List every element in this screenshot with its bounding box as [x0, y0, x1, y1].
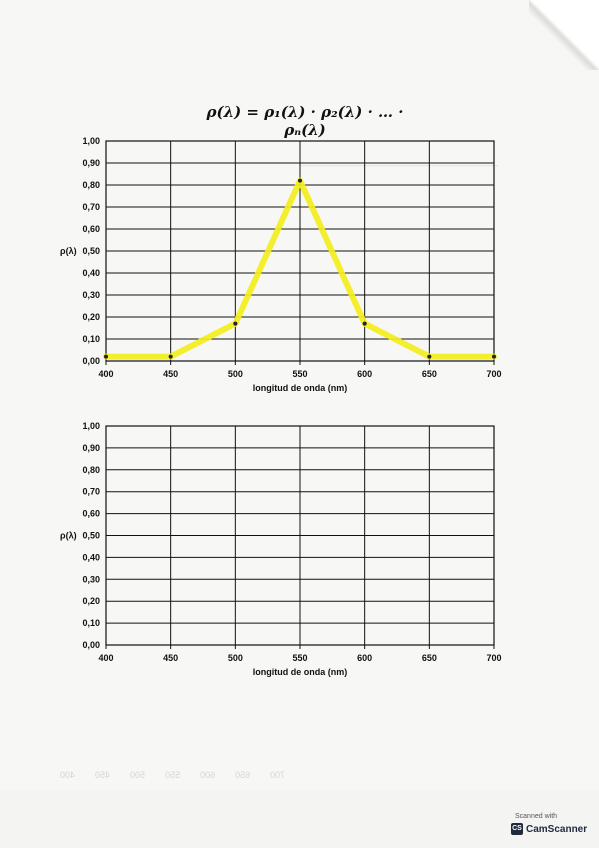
data-point — [362, 321, 367, 326]
camscanner-icon: CS — [511, 823, 523, 835]
y-tick-label: 0,60 — [82, 224, 100, 234]
chart-top: 0,00 0,10 0,20 0,30 0,40 0,50 0,60 0,70 0,80 0,90… — [60, 136, 502, 393]
data-point — [427, 354, 432, 359]
y-tick-label: 0,70 — [82, 487, 100, 497]
y-tick-label: 0,40 — [82, 552, 100, 562]
y-tick-label: 1,00 — [82, 421, 100, 431]
y-axis-label: ρ(λ) — [60, 531, 77, 541]
data-point — [104, 354, 108, 359]
x-axis-label: longitud de onda (nm) — [253, 667, 347, 677]
y-tick-label: 0,10 — [82, 618, 100, 628]
scanned-with-text: Scanned with — [515, 813, 558, 820]
x-tick-label: 600 — [357, 369, 372, 379]
y-tick-label: 0,50 — [82, 246, 100, 256]
x-tick-label: 450 — [163, 369, 178, 379]
camscanner-name: CamScanner — [526, 823, 588, 835]
y-tick-label: 0,00 — [82, 640, 100, 650]
y-tick-label: 0,40 — [82, 268, 100, 278]
y-tick-label: 0,10 — [82, 334, 100, 344]
x-tick-label: 650 — [422, 369, 437, 379]
y-tick-label: 0,70 — [82, 202, 100, 212]
y-tick-label: 0,30 — [82, 574, 100, 584]
scanned-page: 700 650 600 550 500 450 400 ————————————… — [60, 0, 599, 780]
data-point — [298, 178, 302, 183]
x-tick-label: 550 — [292, 653, 307, 663]
bleed-through-text: 700 650 600 550 500 450 400 — [60, 770, 286, 780]
x-tick-label: 600 — [357, 653, 372, 663]
y-tick-label: 1,00 — [82, 136, 100, 146]
y-tick-label: 0,20 — [82, 312, 100, 322]
x-tick-label: 500 — [228, 369, 243, 379]
x-axis-label: longitud de onda (nm) — [253, 383, 347, 393]
data-point — [492, 354, 496, 359]
x-tick-label: 650 — [422, 653, 437, 663]
y-tick-label: 0,90 — [82, 443, 100, 453]
formula: ρ(λ) = ρ₁(λ) · ρ₂(λ) · … · ρₙ(λ) — [206, 103, 404, 139]
y-tick-label: 0,20 — [82, 596, 100, 606]
x-tick-label: 400 — [98, 369, 113, 379]
folded-corner — [529, 0, 599, 70]
x-tick-label: 550 — [292, 369, 307, 379]
y-axis-label: ρ(λ) — [60, 246, 77, 256]
y-tick-label: 0,80 — [82, 180, 100, 190]
y-tick-label: 0,90 — [82, 158, 100, 168]
y-tick-label: 0,80 — [82, 465, 100, 475]
x-tick-label: 700 — [486, 653, 501, 663]
x-tick-label: 400 — [98, 653, 113, 663]
y-tick-label: 0,30 — [82, 290, 100, 300]
y-tick-label: 0,50 — [82, 531, 100, 541]
y-tick-label: 0,60 — [82, 509, 100, 519]
x-tick-label: 450 — [163, 653, 178, 663]
y-tick-label: 0,00 — [82, 356, 100, 366]
data-point — [168, 354, 173, 359]
x-tick-label: 500 — [228, 653, 243, 663]
chart-bottom: 0,00 0,10 0,20 0,30 0,40 0,50 0,60 0,70 0,80 0,90… — [60, 421, 502, 677]
camscanner-watermark: Scanned with CS CamScanner — [511, 813, 589, 843]
data-point — [233, 321, 238, 326]
x-tick-label: 700 — [486, 369, 501, 379]
